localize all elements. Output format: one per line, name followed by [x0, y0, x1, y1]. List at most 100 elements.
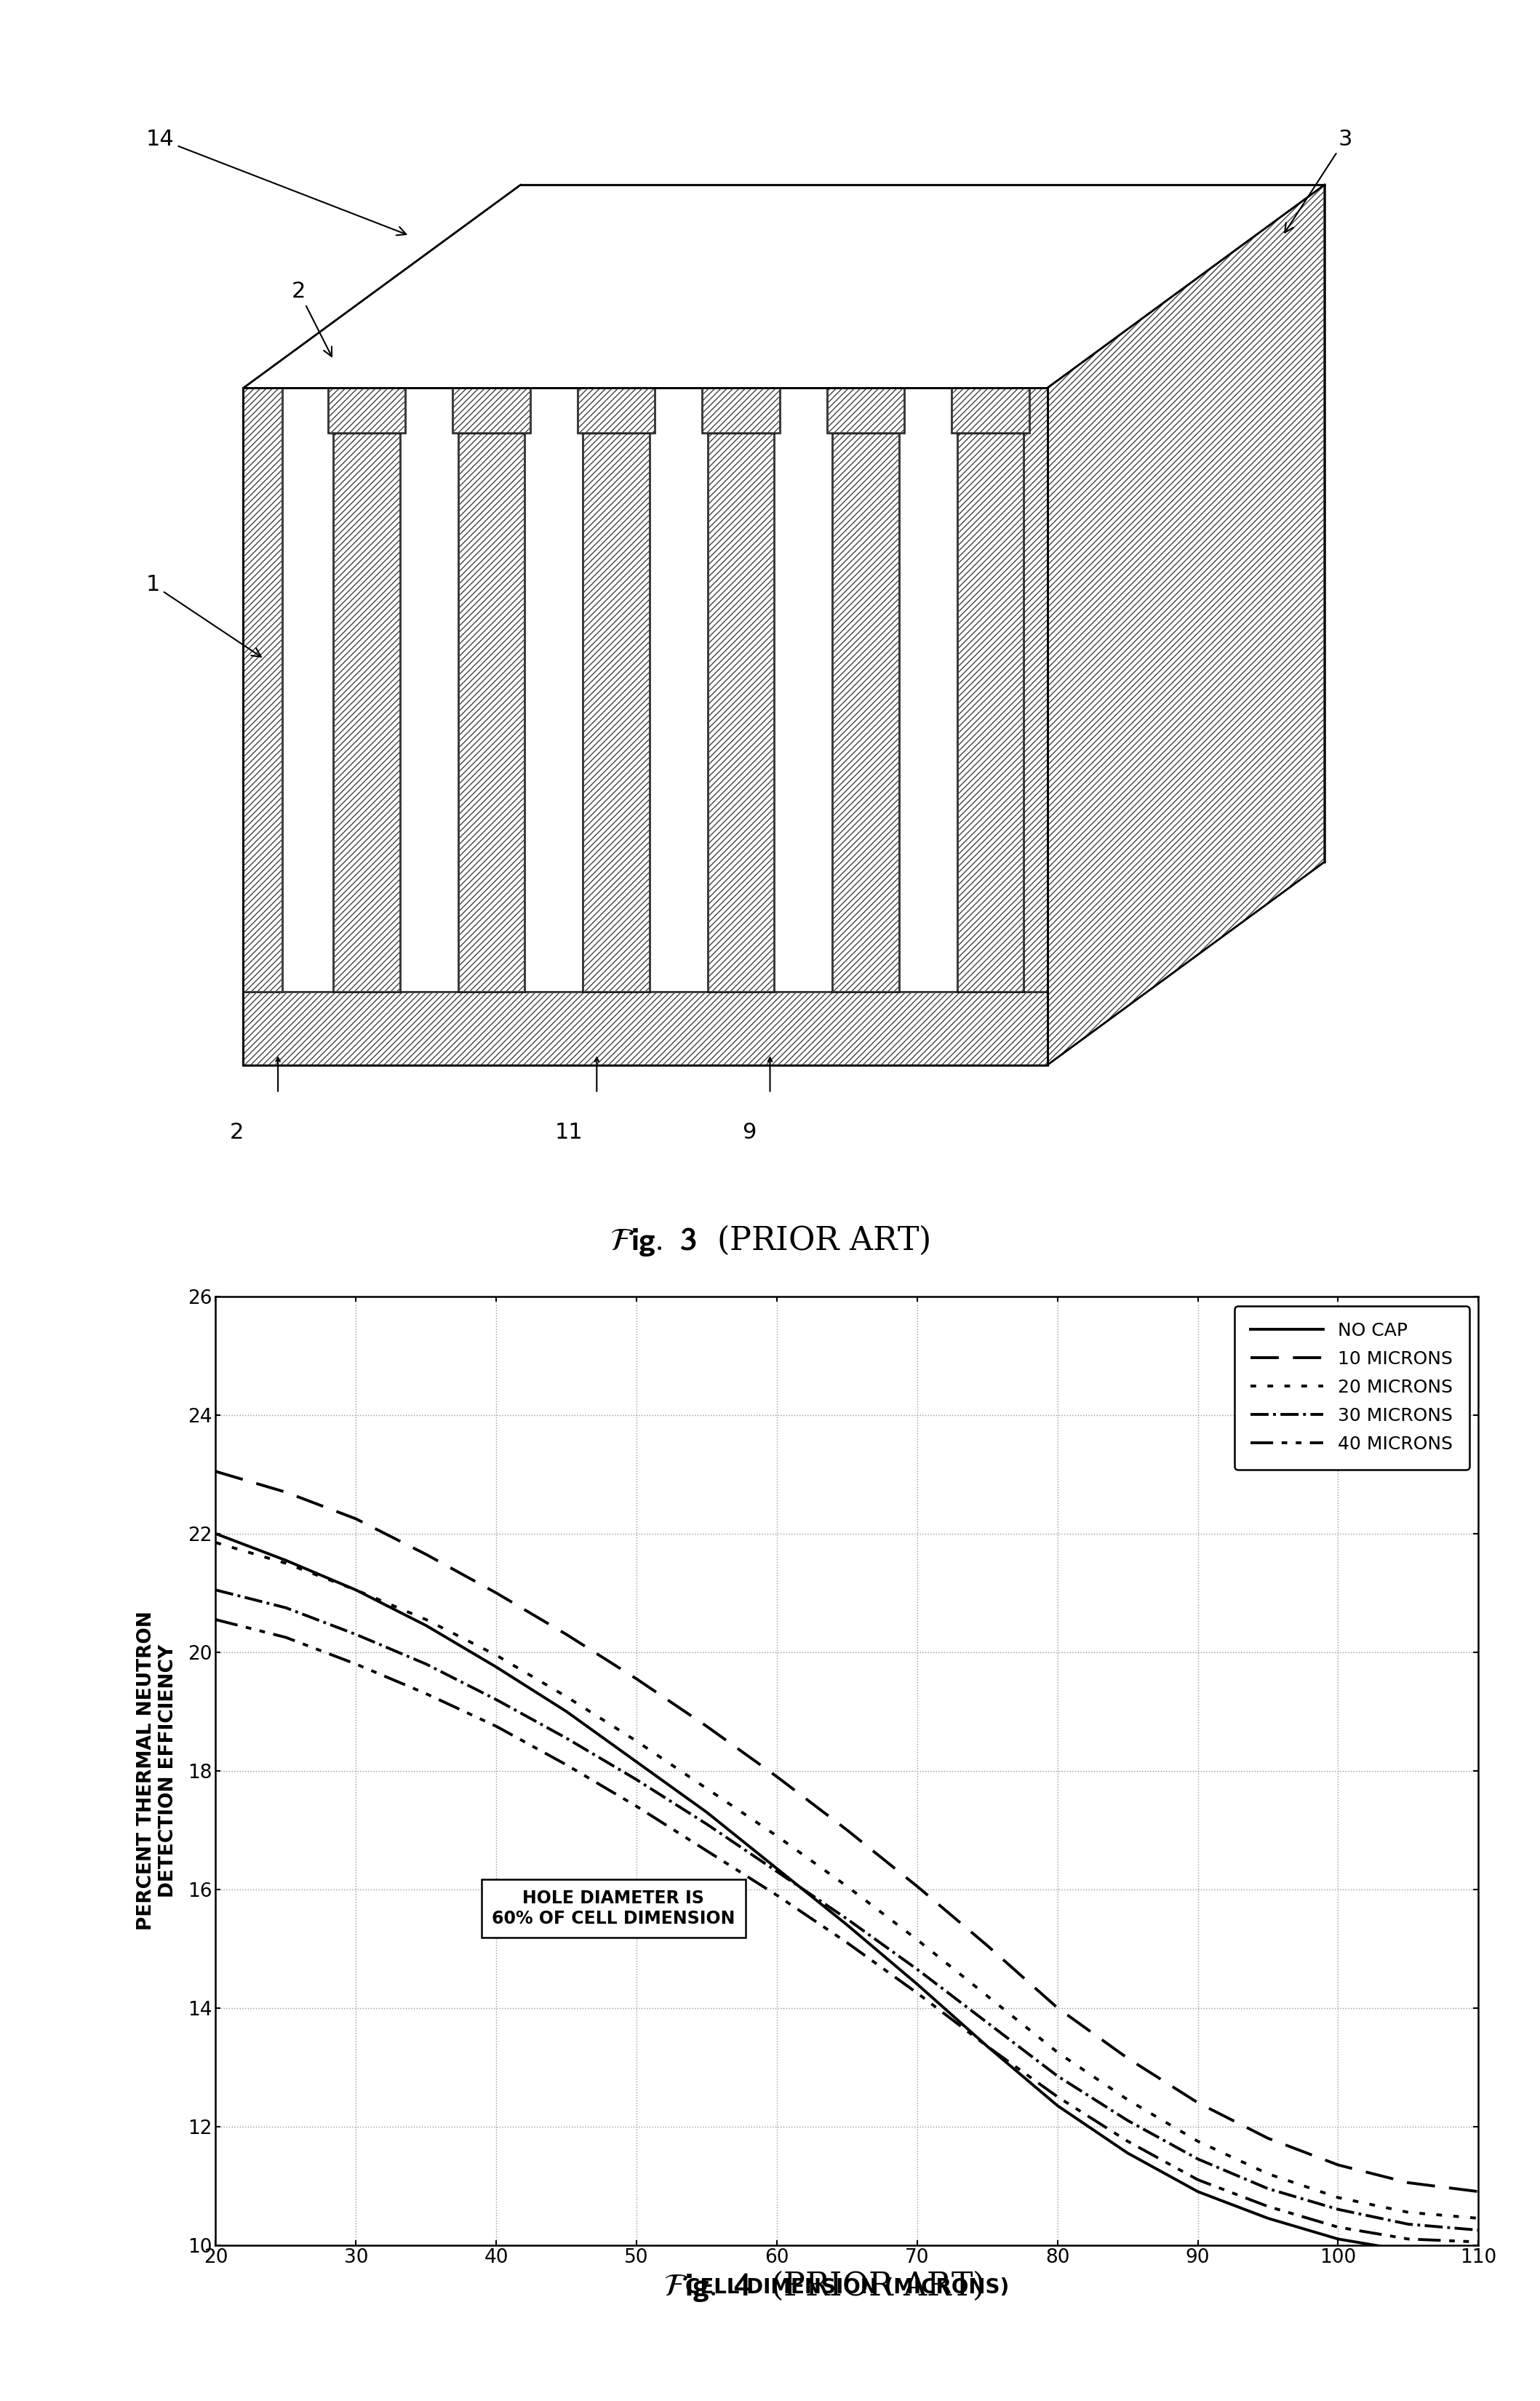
NO CAP	[838, 1911, 856, 1940]
40 MICRONS	[838, 1928, 856, 1957]
10 MICRONS	[346, 1505, 365, 1534]
NO CAP	[277, 1546, 296, 1575]
10 MICRONS	[1049, 1993, 1067, 2022]
20 MICRONS	[838, 1873, 856, 1902]
30 MICRONS	[1049, 2062, 1067, 2091]
NO CAP	[206, 1520, 225, 1549]
10 MICRONS	[909, 1873, 927, 1902]
Polygon shape	[578, 389, 655, 432]
NO CAP	[909, 1969, 927, 1998]
Polygon shape	[584, 432, 650, 992]
30 MICRONS	[1329, 2195, 1348, 2223]
40 MICRONS	[1189, 2166, 1207, 2195]
30 MICRONS	[978, 2007, 996, 2036]
20 MICRONS	[1398, 2197, 1417, 2226]
NO CAP	[1469, 2233, 1488, 2262]
X-axis label: CELL DIMENSION (MICRONS): CELL DIMENSION (MICRONS)	[685, 2279, 1009, 2298]
Line: 40 MICRONS: 40 MICRONS	[216, 1621, 1478, 2243]
Line: 20 MICRONS: 20 MICRONS	[216, 1541, 1478, 2219]
Text: 14: 14	[146, 130, 407, 235]
Polygon shape	[952, 389, 1029, 432]
NO CAP	[346, 1575, 365, 1604]
30 MICRONS	[1469, 2216, 1488, 2245]
Polygon shape	[243, 389, 1047, 1066]
40 MICRONS	[698, 1837, 716, 1866]
10 MICRONS	[627, 1664, 645, 1693]
40 MICRONS	[1258, 2192, 1277, 2221]
30 MICRONS	[1118, 2106, 1137, 2134]
20 MICRONS	[627, 1726, 645, 1755]
Polygon shape	[243, 992, 1047, 1066]
40 MICRONS	[1329, 2214, 1348, 2243]
40 MICRONS	[557, 1750, 576, 1779]
30 MICRONS	[909, 1954, 927, 1983]
NO CAP	[698, 1798, 716, 1827]
30 MICRONS	[627, 1765, 645, 1794]
40 MICRONS	[487, 1712, 505, 1741]
Polygon shape	[328, 389, 405, 432]
20 MICRONS	[1329, 2183, 1348, 2211]
10 MICRONS	[698, 1712, 716, 1741]
NO CAP	[767, 1854, 785, 1882]
NO CAP	[1049, 2091, 1067, 2120]
20 MICRONS	[767, 1822, 785, 1851]
20 MICRONS	[909, 1926, 927, 1954]
Text: 2: 2	[229, 1121, 243, 1143]
20 MICRONS	[557, 1683, 576, 1712]
Text: $\mathbf{\mathcal{Fig.\ 4}}$  (PRIOR ART): $\mathbf{\mathcal{Fig.\ 4}}$ (PRIOR ART)	[664, 2269, 984, 2305]
Text: 3: 3	[1284, 130, 1352, 233]
20 MICRONS	[417, 1606, 436, 1635]
10 MICRONS	[1469, 2178, 1488, 2207]
Legend: NO CAP, 10 MICRONS, 20 MICRONS, 30 MICRONS, 40 MICRONS: NO CAP, 10 MICRONS, 20 MICRONS, 30 MICRO…	[1235, 1306, 1469, 1469]
NO CAP	[1258, 2204, 1277, 2233]
Polygon shape	[708, 432, 775, 992]
10 MICRONS	[557, 1621, 576, 1649]
40 MICRONS	[1118, 2127, 1137, 2156]
10 MICRONS	[1118, 2043, 1137, 2072]
NO CAP	[557, 1698, 576, 1726]
20 MICRONS	[487, 1640, 505, 1669]
40 MICRONS	[277, 1623, 296, 1652]
40 MICRONS	[417, 1678, 436, 1707]
40 MICRONS	[206, 1606, 225, 1635]
10 MICRONS	[1189, 2089, 1207, 2118]
40 MICRONS	[1049, 2082, 1067, 2110]
Polygon shape	[453, 389, 530, 432]
30 MICRONS	[417, 1649, 436, 1678]
Polygon shape	[1009, 389, 1047, 992]
Polygon shape	[958, 432, 1024, 992]
30 MICRONS	[1398, 2209, 1417, 2238]
10 MICRONS	[978, 1930, 996, 1959]
Polygon shape	[832, 432, 899, 992]
20 MICRONS	[698, 1774, 716, 1803]
20 MICRONS	[346, 1575, 365, 1604]
30 MICRONS	[346, 1621, 365, 1649]
10 MICRONS	[277, 1477, 296, 1505]
NO CAP	[417, 1611, 436, 1640]
Text: 2: 2	[293, 281, 331, 355]
30 MICRONS	[698, 1810, 716, 1839]
Polygon shape	[1047, 185, 1324, 1066]
Text: $\mathbf{\mathcal{Fig.\ 3}}$  (PRIOR ART): $\mathbf{\mathcal{Fig.\ 3}}$ (PRIOR ART)	[610, 1222, 930, 1258]
10 MICRONS	[838, 1815, 856, 1844]
Text: 1: 1	[146, 574, 260, 658]
20 MICRONS	[978, 1981, 996, 2010]
40 MICRONS	[767, 1880, 785, 1909]
20 MICRONS	[277, 1549, 296, 1577]
NO CAP	[1398, 2235, 1417, 2264]
Line: NO CAP: NO CAP	[216, 1534, 1478, 2250]
Polygon shape	[334, 432, 400, 992]
10 MICRONS	[1258, 2125, 1277, 2154]
30 MICRONS	[767, 1856, 785, 1885]
Text: 9: 9	[742, 1121, 756, 1143]
Line: 30 MICRONS: 30 MICRONS	[216, 1589, 1478, 2231]
30 MICRONS	[206, 1575, 225, 1604]
10 MICRONS	[206, 1457, 225, 1486]
10 MICRONS	[417, 1539, 436, 1568]
Polygon shape	[827, 389, 904, 432]
Polygon shape	[702, 389, 779, 432]
30 MICRONS	[1189, 2144, 1207, 2173]
40 MICRONS	[346, 1649, 365, 1678]
40 MICRONS	[1469, 2228, 1488, 2257]
Polygon shape	[243, 185, 1324, 389]
